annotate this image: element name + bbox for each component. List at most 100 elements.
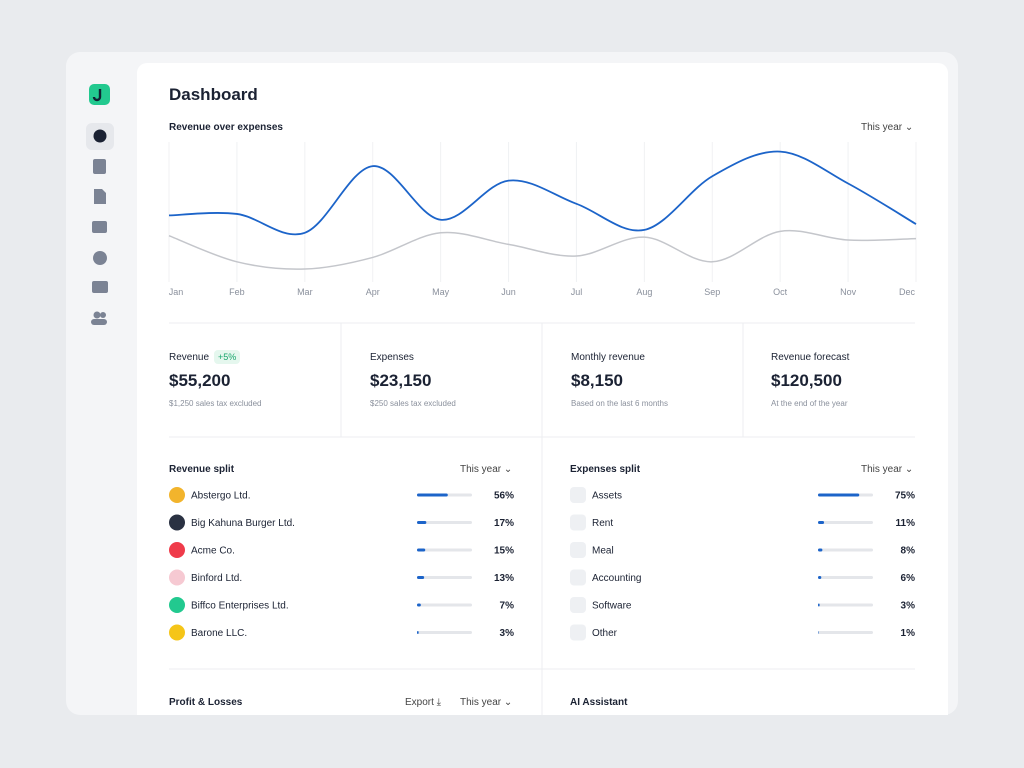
value-label: 7% xyxy=(500,601,515,612)
period-select[interactable]: This year ⌄ xyxy=(460,697,513,708)
kpi-value: $120,500 xyxy=(771,371,842,390)
bar xyxy=(417,548,426,552)
bar-track xyxy=(818,576,873,579)
bar xyxy=(818,576,822,579)
kpi-badge: +5% xyxy=(214,350,241,364)
x-tick-label: Apr xyxy=(366,287,380,297)
value-label: 11% xyxy=(896,518,916,529)
item-name: Accounting xyxy=(592,573,641,584)
bar-track xyxy=(417,631,472,634)
section-title: Revenue split xyxy=(169,464,235,475)
x-tick-label: Nov xyxy=(840,287,857,297)
value-label: 3% xyxy=(500,628,515,639)
line-chart: Jan Feb Mar Apr May Jun Jul Aug Sep Oct Nov Dec xyxy=(168,142,917,297)
nav-chart[interactable] xyxy=(93,129,107,143)
bar-track xyxy=(417,603,472,607)
export-button[interactable]: Export ⤓ xyxy=(405,697,442,708)
nav-folder[interactable] xyxy=(92,221,107,233)
category-icon xyxy=(570,624,586,641)
kpi-note: $250 sales tax excluded xyxy=(370,399,456,408)
x-tick-label: Jan xyxy=(169,287,184,297)
bar xyxy=(417,521,427,524)
company-icon xyxy=(169,624,185,641)
nav-check[interactable] xyxy=(93,251,107,265)
bar xyxy=(417,493,448,497)
value-label: 13% xyxy=(494,573,514,584)
nav-invoice[interactable] xyxy=(93,159,106,174)
kpi-value: $23,150 xyxy=(370,371,432,390)
period-text: This year xyxy=(861,122,903,133)
value-label: 17% xyxy=(494,518,514,529)
bar xyxy=(818,548,823,552)
item-name: Binford Ltd. xyxy=(191,573,242,584)
dividers xyxy=(169,322,915,715)
category-icon xyxy=(570,514,586,531)
kpi-value: $55,200 xyxy=(169,371,231,390)
bar xyxy=(818,521,825,524)
export-text: Export xyxy=(405,697,434,708)
item-name: Big Kahuna Burger Ltd. xyxy=(191,518,295,529)
item-name: Biffco Enterprises Ltd. xyxy=(191,601,289,612)
bar-track xyxy=(818,603,873,607)
x-tick-label: Jul xyxy=(571,287,583,297)
value-label: 3% xyxy=(901,601,916,612)
period-select[interactable]: This year ⌄ xyxy=(861,122,914,133)
category-icon xyxy=(570,487,586,503)
logo-mark xyxy=(92,89,102,102)
period-select[interactable]: This year ⌄ xyxy=(460,464,513,475)
item-name: Software xyxy=(592,601,632,612)
value-label: 15% xyxy=(494,546,514,557)
chart-title: Revenue over expenses xyxy=(169,122,283,133)
period-text: This year xyxy=(460,464,502,475)
period-text: This year xyxy=(861,464,903,475)
kpi-note: At the end of the year xyxy=(771,399,848,408)
x-tick-label: Dec xyxy=(899,287,916,297)
section-title: Expenses split xyxy=(570,464,641,475)
value-label: 8% xyxy=(901,546,916,557)
x-tick-label: Feb xyxy=(229,287,245,297)
x-tick-label: Oct xyxy=(773,287,788,297)
kpi-label: Monthly revenue xyxy=(571,352,645,363)
x-tick-label: Jun xyxy=(501,287,516,297)
split-lists: Abstergo Ltd. 56% Big Kahuna Burger Ltd. 17… xyxy=(169,487,915,641)
kpi-note: Based on the last 6 months xyxy=(571,399,668,408)
kpi-value: $8,150 xyxy=(571,371,623,390)
period-text: This year xyxy=(460,697,502,708)
item-name: Acme Co. xyxy=(191,546,235,557)
nav-cash[interactable] xyxy=(92,281,108,293)
category-icon xyxy=(570,597,586,613)
company-icon xyxy=(169,514,185,531)
bar xyxy=(417,603,421,607)
nav-docs[interactable] xyxy=(94,189,106,204)
series-line xyxy=(168,229,917,270)
item-name: Assets xyxy=(592,491,622,502)
section-title: AI Assistant xyxy=(570,697,628,708)
period-select[interactable]: This year ⌄ xyxy=(861,464,914,475)
x-tick-label: Aug xyxy=(636,287,652,297)
category-icon xyxy=(570,569,586,586)
kpi-label: Revenue forecast xyxy=(771,352,850,363)
bar xyxy=(818,493,860,497)
bar-track xyxy=(417,576,472,579)
nav-users[interactable] xyxy=(93,311,101,319)
bar-track xyxy=(818,631,873,634)
item-name: Barone LLC. xyxy=(191,628,247,639)
item-name: Abstergo Ltd. xyxy=(191,491,250,502)
kpi-label: Expenses xyxy=(370,352,414,363)
x-tick-label: Mar xyxy=(297,287,313,297)
item-name: Rent xyxy=(592,518,613,529)
kpi-note: $1,250 sales tax excluded xyxy=(169,399,262,408)
x-tick-label: May xyxy=(432,287,450,297)
bar-track xyxy=(818,521,873,524)
value-label: 75% xyxy=(895,491,915,502)
bar xyxy=(818,603,820,607)
x-tick-label: Sep xyxy=(704,287,720,297)
bar-track xyxy=(417,548,472,552)
value-label: 6% xyxy=(901,573,916,584)
category-icon xyxy=(570,542,586,558)
value-label: 56% xyxy=(494,491,514,502)
kpi-label: Revenue xyxy=(169,352,210,363)
company-icon xyxy=(169,597,185,613)
